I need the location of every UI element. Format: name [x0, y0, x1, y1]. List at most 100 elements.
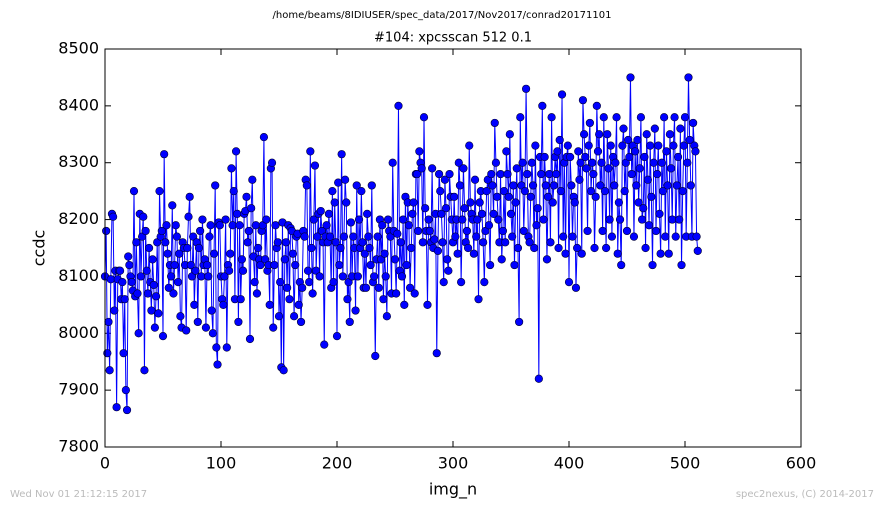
- x-tick-label: 600: [786, 454, 817, 473]
- data-point: [382, 312, 391, 321]
- data-point: [390, 255, 400, 264]
- data-point: [365, 243, 374, 253]
- data-point: [453, 249, 462, 258]
- data-point: [604, 164, 613, 173]
- data-point: [482, 187, 491, 196]
- data-point: [693, 246, 702, 255]
- data-point: [161, 238, 170, 247]
- data-point: [509, 181, 518, 190]
- data-point: [245, 334, 255, 344]
- data-point: [597, 158, 606, 167]
- data-point: [231, 147, 241, 156]
- data-point: [373, 232, 382, 241]
- data-point: [122, 405, 132, 415]
- data-point: [474, 295, 483, 304]
- data-point: [574, 147, 583, 156]
- data-point: [649, 158, 658, 167]
- data-point: [605, 215, 614, 224]
- data-point: [383, 215, 393, 224]
- data-point: [617, 260, 626, 270]
- data-point: [497, 255, 506, 264]
- data-point: [466, 198, 475, 207]
- data-point: [658, 187, 668, 196]
- data-point: [325, 232, 335, 241]
- data-point: [627, 169, 636, 179]
- data-point: [279, 366, 288, 375]
- data-point: [598, 226, 607, 236]
- data-point: [556, 187, 565, 196]
- data-point: [271, 221, 280, 230]
- data-point: [575, 175, 584, 184]
- data-point: [610, 181, 619, 190]
- data-point: [546, 238, 555, 247]
- data-point: [298, 283, 307, 292]
- data-point: [566, 152, 575, 162]
- data-point: [213, 360, 222, 369]
- data-point: [622, 226, 632, 236]
- data-point: [354, 215, 364, 224]
- data-point: [351, 306, 360, 315]
- data-point: [358, 238, 367, 247]
- data-point: [244, 226, 253, 236]
- data-point: [644, 221, 654, 230]
- data-point: [541, 181, 550, 190]
- data-point: [310, 161, 320, 170]
- data-point: [209, 249, 219, 258]
- data-point: [689, 118, 698, 128]
- data-point: [151, 292, 161, 301]
- data-point: [671, 232, 680, 241]
- y-tick-label: 8000: [58, 323, 99, 342]
- data-point: [510, 260, 519, 270]
- data-point: [168, 201, 177, 210]
- data-point: [154, 309, 163, 318]
- data-point: [586, 187, 596, 196]
- data-point: [647, 192, 656, 201]
- data-point: [590, 243, 599, 253]
- data-point: [465, 141, 474, 150]
- data-point: [651, 226, 661, 236]
- data-point: [619, 124, 628, 133]
- data-point: [124, 252, 133, 261]
- data-point: [183, 243, 192, 253]
- data-point: [430, 235, 439, 244]
- data-point: [657, 158, 666, 167]
- data-point: [504, 192, 513, 201]
- data-point: [663, 181, 672, 190]
- data-point: [607, 232, 617, 241]
- data-point: [281, 238, 291, 247]
- data-point: [349, 232, 358, 241]
- data-point: [583, 226, 592, 236]
- data-point: [196, 226, 205, 236]
- data-point: [360, 249, 369, 258]
- data-point: [519, 226, 528, 236]
- data-point: [157, 226, 166, 236]
- data-point: [400, 300, 409, 309]
- data-point: [494, 215, 503, 224]
- data-point: [433, 246, 443, 255]
- data-point: [484, 221, 494, 230]
- data-point: [331, 238, 340, 247]
- data-point: [669, 141, 678, 150]
- data-point: [455, 181, 465, 190]
- data-point: [513, 243, 523, 253]
- y-tick-label: 7900: [58, 380, 99, 399]
- data-point: [421, 204, 430, 213]
- data-point: [498, 226, 507, 236]
- data-point: [549, 181, 559, 190]
- data-point: [256, 260, 265, 270]
- data-point: [436, 187, 445, 196]
- data-point: [579, 130, 589, 139]
- data-point: [584, 141, 593, 150]
- data-point: [567, 181, 576, 190]
- data-point: [236, 295, 245, 304]
- data-point: [335, 260, 344, 270]
- data-point: [367, 181, 376, 190]
- data-point: [479, 238, 488, 247]
- data-point: [235, 221, 244, 230]
- data-point: [547, 113, 556, 122]
- data-point: [588, 158, 597, 167]
- data-point: [503, 169, 512, 179]
- data-point: [243, 238, 252, 247]
